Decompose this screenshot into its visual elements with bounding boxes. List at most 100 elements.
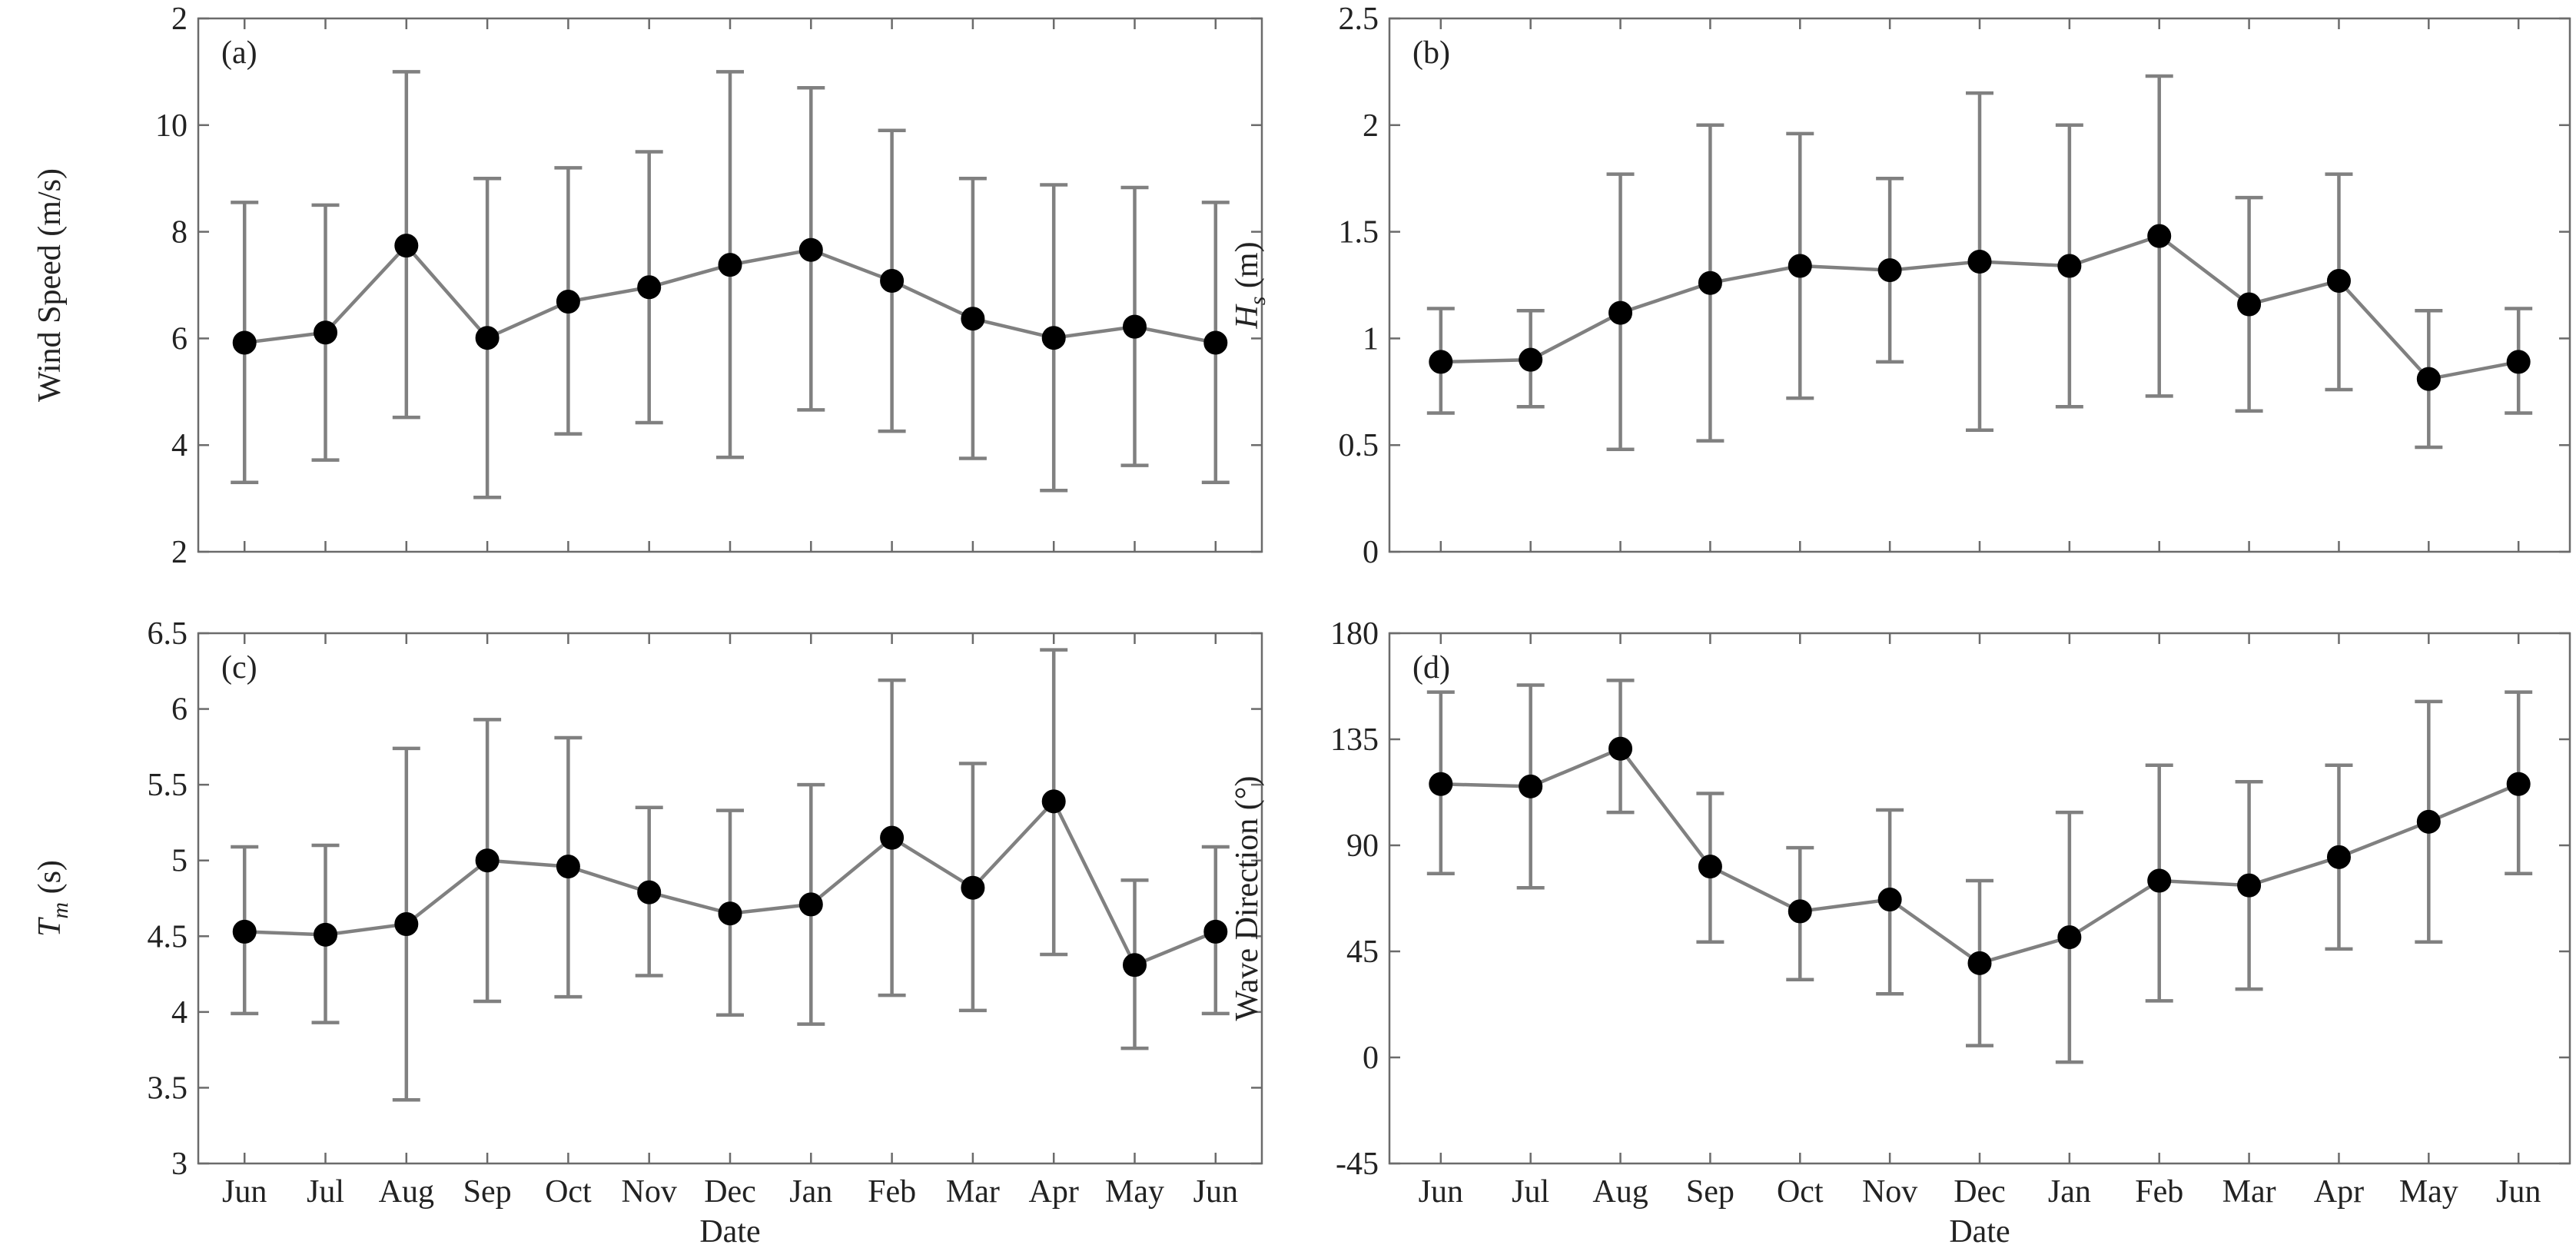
data-point — [232, 919, 257, 944]
data-point — [2057, 925, 2082, 950]
data-point — [880, 825, 905, 850]
x-tick-label: Nov — [622, 1174, 677, 1210]
y-axis-label: Wave Direction (°) — [1230, 776, 1265, 1021]
y-tick-label: 4 — [171, 995, 188, 1031]
y-tick-label: 0.5 — [1339, 428, 1379, 463]
data-point — [718, 253, 742, 277]
x-tick-label: Jun — [2496, 1174, 2541, 1210]
x-tick-label: Feb — [868, 1174, 916, 1210]
data-point — [2057, 254, 2082, 278]
y-tick-label: 1 — [1363, 321, 1379, 357]
x-tick-label: Jun — [222, 1174, 267, 1210]
y-tick-label: 0 — [1363, 1041, 1379, 1076]
data-point — [637, 275, 662, 300]
y-tick-label: 3 — [171, 1147, 188, 1182]
data-point — [637, 880, 662, 904]
x-tick-label: Mar — [946, 1174, 1000, 1210]
x-axis-label: Date — [1949, 1214, 2010, 1250]
y-tick-label: -45 — [1336, 1147, 1379, 1182]
y-tick-label: 6.5 — [148, 616, 188, 652]
data-point — [475, 848, 500, 873]
x-tick-label: Jan — [789, 1174, 832, 1210]
panel-b: 0 0.5 1 1.5 2 2.5 Hs (m) (b) — [1230, 2, 2571, 570]
y-tick-label: 10 — [155, 108, 188, 144]
panel-tag: (b) — [1412, 35, 1450, 71]
data-point — [1788, 899, 1812, 924]
data-point — [2416, 367, 2441, 391]
y-tick-label: 5 — [171, 844, 188, 879]
x-tick-label: May — [1105, 1174, 1164, 1210]
y-tick-label: 5.5 — [148, 768, 188, 803]
y-tick-label: 4 — [171, 428, 188, 463]
data-point — [880, 268, 905, 293]
x-tick-label: Dec — [1954, 1174, 2006, 1210]
x-tick-label: Feb — [2135, 1174, 2183, 1210]
panel-d: -45 0 45 90 135 180 Jun Jul Aug Sep Oct Nov Dec Jan Fe… — [1230, 616, 2571, 1250]
y-axis-label: Tm (s) — [32, 860, 73, 937]
data-point — [1698, 855, 1722, 879]
data-point — [798, 892, 823, 917]
data-point — [2147, 224, 2172, 248]
x-tick-label: Mar — [2222, 1174, 2276, 1210]
y-tick-label: 0 — [1363, 535, 1379, 570]
y-tick-label: 6 — [171, 321, 188, 357]
data-point — [1877, 258, 1902, 283]
data-point — [1041, 326, 1066, 350]
x-tick-label: Dec — [704, 1174, 756, 1210]
data-point — [1788, 254, 1812, 278]
x-tick-label: Jun — [1193, 1174, 1238, 1210]
data-point — [2147, 868, 2172, 893]
x-tick-label: Apr — [1029, 1174, 1079, 1210]
x-tick-label: Oct — [545, 1174, 592, 1210]
y-tick-label: 90 — [1346, 828, 1379, 864]
y-tick-label: 2 — [1363, 108, 1379, 144]
data-point — [1519, 774, 1543, 798]
data-point — [1203, 330, 1228, 355]
data-point — [1967, 951, 1992, 975]
y-tick-label: 180 — [1330, 616, 1379, 652]
x-tick-label: Aug — [379, 1174, 434, 1210]
data-point — [1877, 888, 1902, 912]
y-axis-label: Hs (m) — [1230, 241, 1270, 329]
x-tick-label: Jul — [307, 1174, 344, 1210]
data-point — [798, 237, 823, 262]
x-tick-label: Nov — [1862, 1174, 1917, 1210]
data-point — [475, 326, 500, 350]
y-tick-label: 45 — [1346, 934, 1379, 970]
y-tick-label: 2.5 — [1339, 2, 1379, 37]
panel-tag: (a) — [221, 35, 257, 71]
x-tick-label: Jul — [1512, 1174, 1549, 1210]
data-point — [2416, 809, 2441, 834]
data-point — [314, 320, 338, 345]
data-point — [2326, 845, 2351, 869]
data-point — [394, 234, 419, 258]
data-point — [1041, 789, 1066, 814]
data-point — [1429, 772, 1453, 796]
panel-tag: (d) — [1412, 650, 1450, 685]
x-axis-label: Date — [699, 1214, 760, 1250]
panel-a: 2 4 6 8 10 2 Wind Speed (m/s) (a) — [32, 2, 1263, 570]
y-tick-label: 135 — [1330, 722, 1379, 758]
y-tick-label: 2 — [171, 535, 188, 570]
data-point — [1122, 953, 1147, 978]
data-point — [232, 330, 257, 355]
y-tick-label: 2 — [171, 2, 188, 37]
x-tick-label: Sep — [463, 1174, 512, 1210]
data-point — [2506, 350, 2531, 374]
data-point — [314, 922, 338, 947]
y-tick-label: 1.5 — [1339, 215, 1379, 251]
data-point — [556, 855, 580, 879]
y-axis-label: Wind Speed (m/s) — [32, 168, 68, 402]
x-tick-label: May — [2399, 1174, 2458, 1210]
data-point — [394, 912, 419, 937]
y-tick-label: 6 — [171, 692, 188, 728]
data-point — [2237, 873, 2262, 898]
data-point — [1429, 350, 1453, 374]
x-tick-label: Sep — [1686, 1174, 1734, 1210]
data-point — [1608, 736, 1633, 761]
x-tick-label: Apr — [2314, 1174, 2364, 1210]
data-point — [2506, 772, 2531, 796]
data-point — [1203, 919, 1228, 944]
panel-tag: (c) — [221, 650, 257, 685]
